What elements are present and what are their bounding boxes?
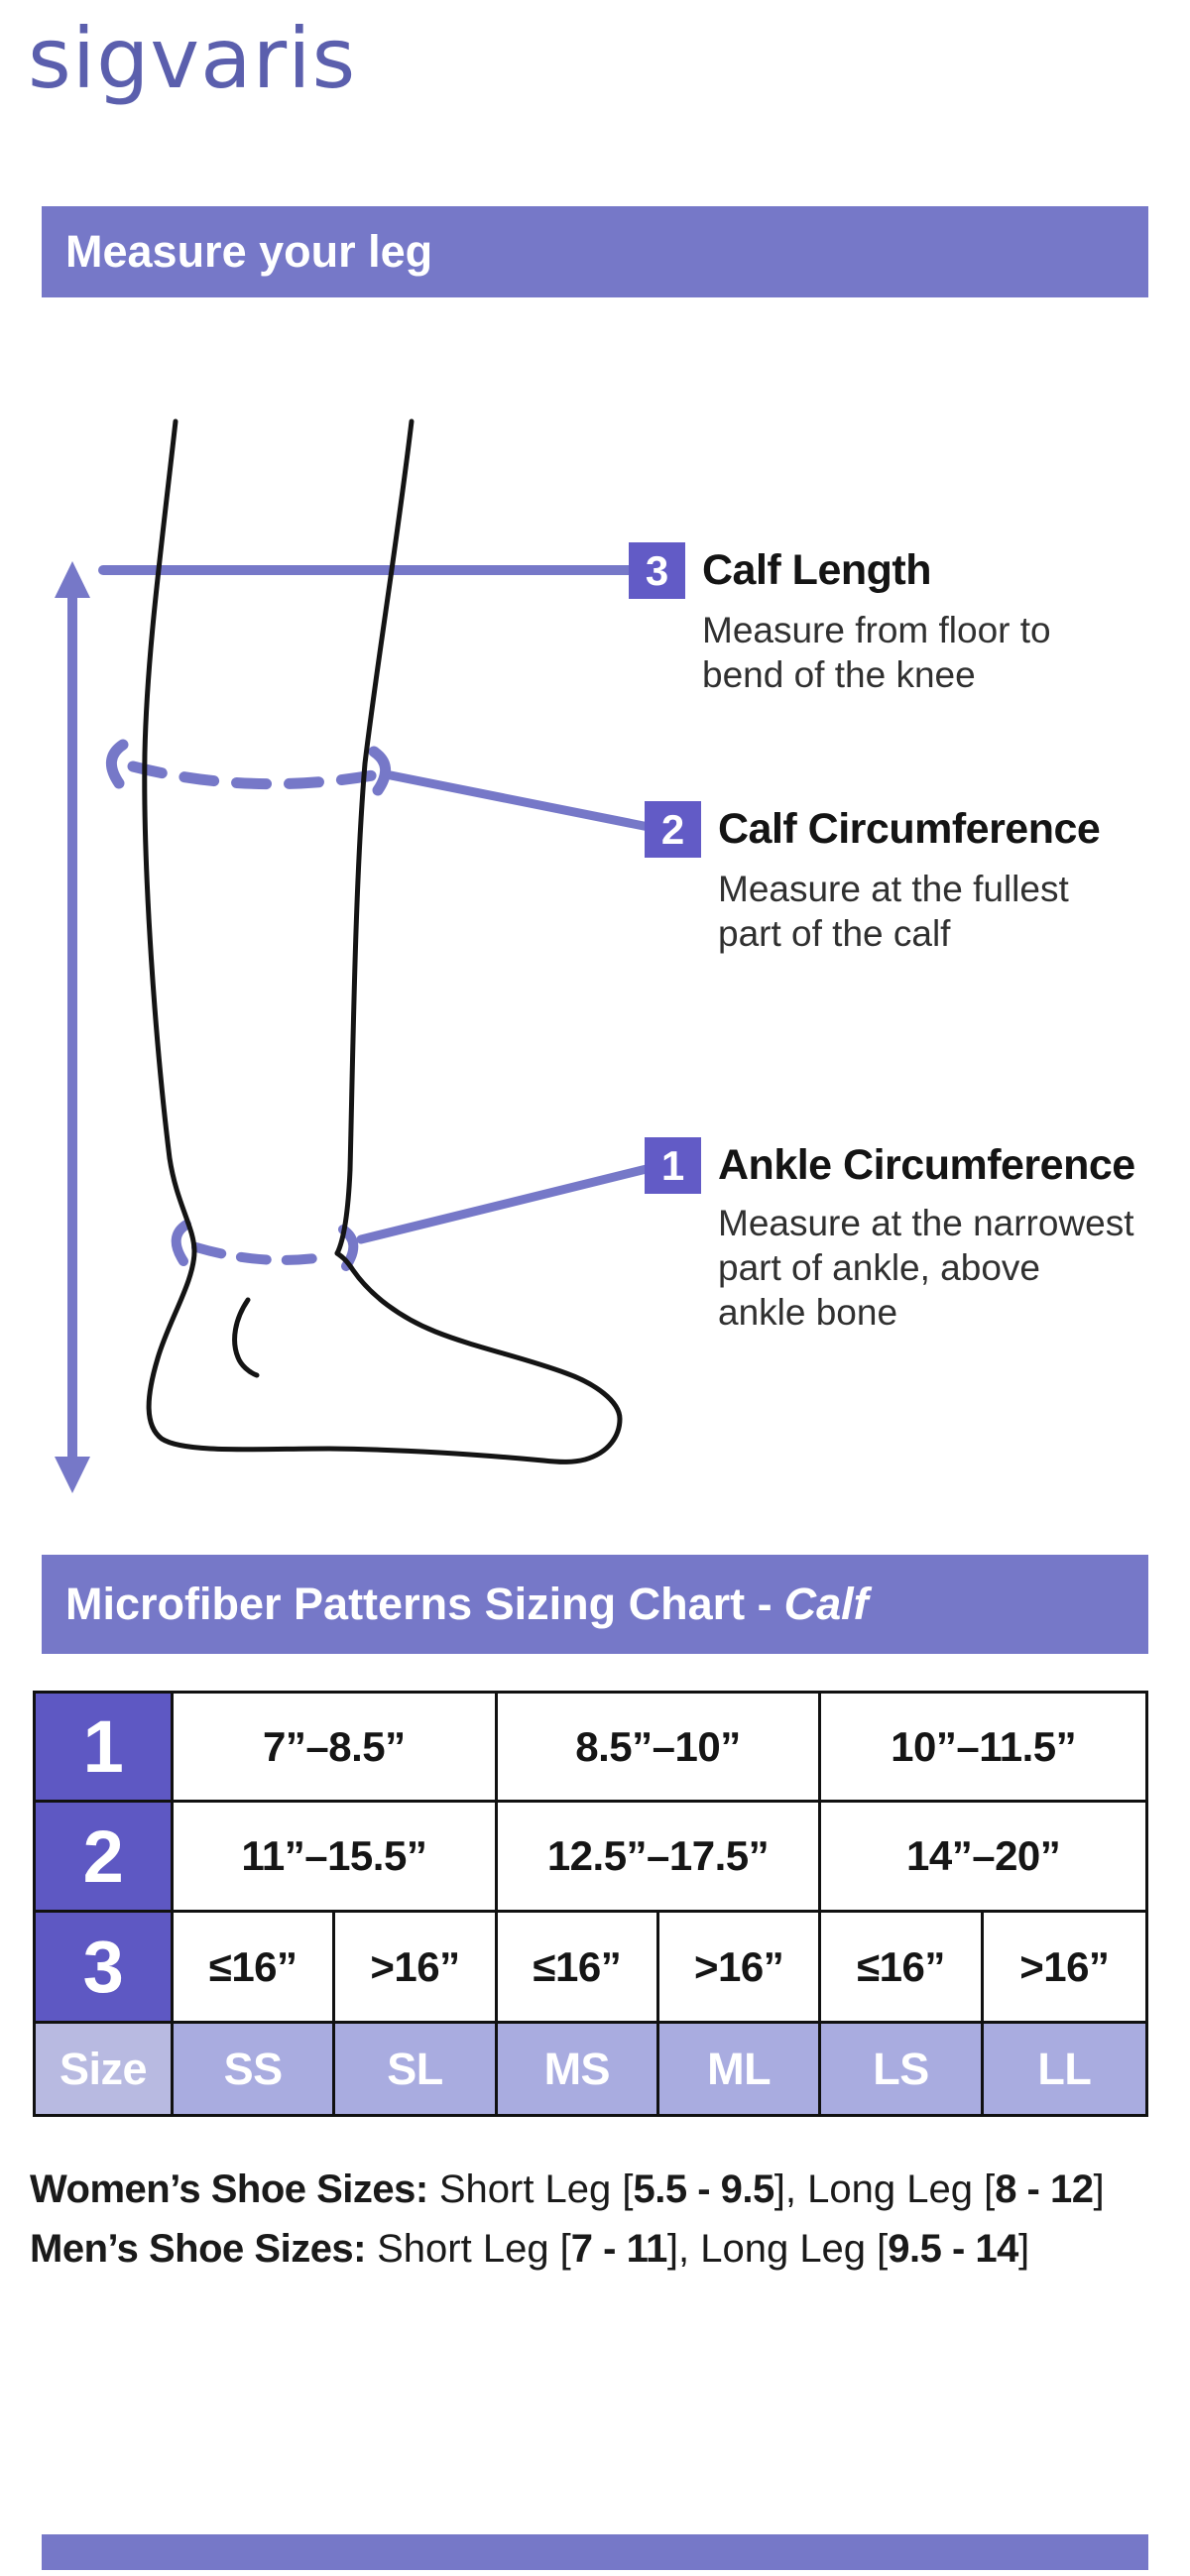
ankle-circumference-title: Ankle Circumference bbox=[718, 1141, 1135, 1189]
calf-length-title: Calf Length bbox=[702, 546, 931, 594]
row-header-1: 1 bbox=[36, 1694, 174, 1803]
measure-your-leg-title: Measure your leg bbox=[65, 226, 433, 277]
leg-outline bbox=[142, 418, 623, 1464]
sizing-table: 1 7”–8.5” 8.5”–10” 10”–11.5” 2 11”–15.5”… bbox=[33, 1691, 1148, 2117]
size-cell-ls: LS bbox=[821, 2024, 984, 2114]
sizing-chart-title-calf: Calf bbox=[783, 1579, 869, 1629]
footnote-mens: Men’s Shoe Sizes: Short Leg [7 - 11], Lo… bbox=[30, 2227, 1030, 2271]
table-cell-r1c2: 8.5”–10” bbox=[497, 1694, 822, 1803]
table-cell-r1c1: 7”–8.5” bbox=[174, 1694, 498, 1803]
footnote-womens: Women’s Shoe Sizes: Short Leg [5.5 - 9.5… bbox=[30, 2167, 1105, 2211]
sizing-chart-title: Microfiber Patterns Sizing Chart - bbox=[65, 1579, 773, 1629]
ankle-circumference-description: Measure at the narrowest part of ankle, … bbox=[718, 1203, 1134, 1333]
sizing-chart-banner: Microfiber Patterns Sizing Chart - Calf bbox=[42, 1555, 1148, 1654]
arrow-down-head bbox=[55, 1457, 90, 1493]
shoe-size-footnotes: Women’s Shoe Sizes: Short Leg [5.5 - 9.5… bbox=[30, 2166, 1105, 2284]
row-header-3: 3 bbox=[36, 1913, 174, 2024]
calf-circumference-title: Calf Circumference bbox=[718, 805, 1101, 853]
size-row-header: Size bbox=[36, 2024, 174, 2114]
size-cell-sl: SL bbox=[335, 2024, 498, 2114]
arrow-up-head bbox=[55, 561, 90, 598]
table-cell-r2c1: 11”–15.5” bbox=[174, 1803, 498, 1913]
table-cell-r2c2: 12.5”–17.5” bbox=[497, 1803, 822, 1913]
leg-front-line bbox=[334, 418, 415, 1256]
table-cell-r1c3: 10”–11.5” bbox=[821, 1694, 1145, 1803]
calf-length-description: Measure from floor to bend of the knee bbox=[702, 610, 1051, 695]
row-header-2: 2 bbox=[36, 1803, 174, 1913]
table-cell-r3c6: >16” bbox=[983, 1913, 1145, 2024]
measure-your-leg-banner: Measure your leg bbox=[42, 206, 1148, 297]
badge-2: 2 bbox=[645, 801, 701, 858]
table-cell-r3c2: >16” bbox=[335, 1913, 498, 2024]
ankle-circumference-leader-line bbox=[356, 1161, 663, 1244]
calf-circumference-description: Measure at the fullest part of the calf bbox=[718, 869, 1069, 954]
arrowheads bbox=[55, 561, 90, 1493]
table-cell-r3c4: >16” bbox=[658, 1913, 822, 2024]
sigvaris-logo: sigvaris bbox=[28, 10, 357, 107]
table-cell-r2c3: 14”–20” bbox=[821, 1803, 1145, 1913]
calf-circumference-leader-line bbox=[381, 769, 663, 834]
badge-3: 3 bbox=[629, 542, 685, 599]
size-cell-ml: ML bbox=[658, 2024, 822, 2114]
calf-circumference-ellipse bbox=[106, 739, 391, 796]
size-cell-ms: MS bbox=[497, 2024, 659, 2114]
table-cell-r3c3: ≤16” bbox=[497, 1913, 659, 2024]
footer-bar bbox=[42, 2534, 1148, 2570]
heel-accent-line bbox=[232, 1297, 260, 1378]
table-cell-r3c1: ≤16” bbox=[174, 1913, 336, 2024]
leg-back-and-foot-line bbox=[142, 418, 623, 1464]
ankle-circumference-ellipse bbox=[171, 1220, 359, 1271]
size-cell-ll: LL bbox=[983, 2024, 1145, 2114]
table-cell-r3c5: ≤16” bbox=[821, 1913, 984, 2024]
size-cell-ss: SS bbox=[174, 2024, 336, 2114]
badge-1: 1 bbox=[645, 1137, 701, 1194]
